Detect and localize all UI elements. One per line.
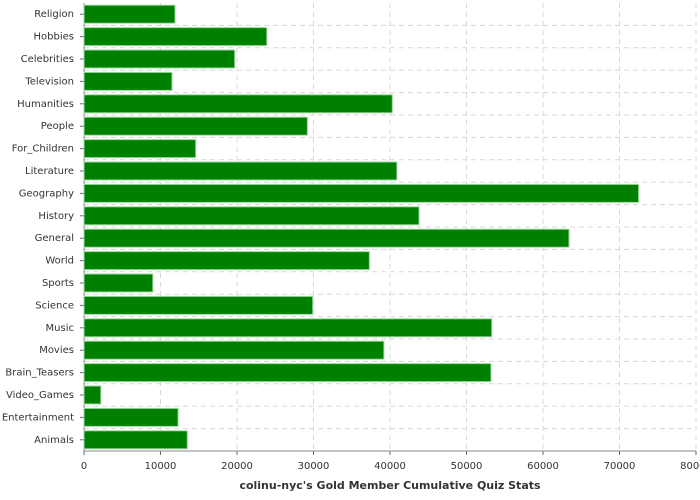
y-tick-label: Literature	[25, 166, 74, 177]
y-tick-label: Video_Games	[6, 390, 74, 401]
x-tick-label: 70000	[604, 461, 636, 472]
x-tick-label: 80000	[680, 461, 700, 472]
y-tick-label: Movies	[39, 345, 74, 356]
bar	[83, 206, 420, 226]
y-tick-label: Hobbies	[34, 32, 74, 43]
y-tick-label: Entertainment	[2, 412, 74, 423]
y-tick-label: Science	[35, 300, 74, 311]
y-tick-label: Brain_Teasers	[5, 368, 74, 379]
bar	[83, 139, 197, 159]
bar	[83, 161, 398, 181]
bar	[83, 94, 393, 114]
bar	[83, 340, 385, 360]
x-tick-label: 50000	[451, 461, 483, 472]
bar	[83, 430, 188, 450]
y-tick-label: Celebrities	[21, 54, 74, 65]
x-tick-label: 30000	[298, 461, 330, 472]
x-tick-label: 10000	[145, 461, 177, 472]
bar	[83, 228, 570, 248]
x-tick-label: 40000	[374, 461, 406, 472]
x-axis-label: colinu-nyc's Gold Member Cumulative Quiz…	[239, 479, 541, 492]
y-tick-label: Television	[24, 76, 74, 87]
bar	[83, 27, 268, 47]
bar	[83, 251, 370, 271]
bar	[83, 273, 154, 293]
y-tick-label: Religion	[34, 9, 74, 20]
x-tick-label: 60000	[527, 461, 559, 472]
y-tick-label: History	[38, 211, 74, 222]
bar	[83, 116, 308, 136]
y-tick-label: Humanities	[17, 99, 74, 110]
y-tick-label: Animals	[34, 435, 74, 446]
bar	[83, 407, 179, 427]
bar	[83, 4, 176, 24]
bar	[83, 318, 493, 338]
y-tick-label: Sports	[42, 278, 74, 289]
y-tick-label: People	[41, 121, 74, 132]
bar	[83, 71, 173, 91]
bar	[83, 183, 640, 203]
y-tick-label: For_Children	[12, 144, 74, 155]
bar	[83, 385, 102, 405]
bar	[83, 363, 492, 383]
y-tick-label: World	[45, 256, 74, 267]
x-tick-label: 20000	[221, 461, 253, 472]
bar	[83, 295, 314, 315]
y-tick-label: Music	[46, 323, 74, 334]
y-tick-label: General	[35, 233, 74, 244]
y-tick-label: Geography	[19, 188, 74, 199]
bar	[83, 49, 236, 69]
x-tick-label: 0	[81, 461, 87, 472]
